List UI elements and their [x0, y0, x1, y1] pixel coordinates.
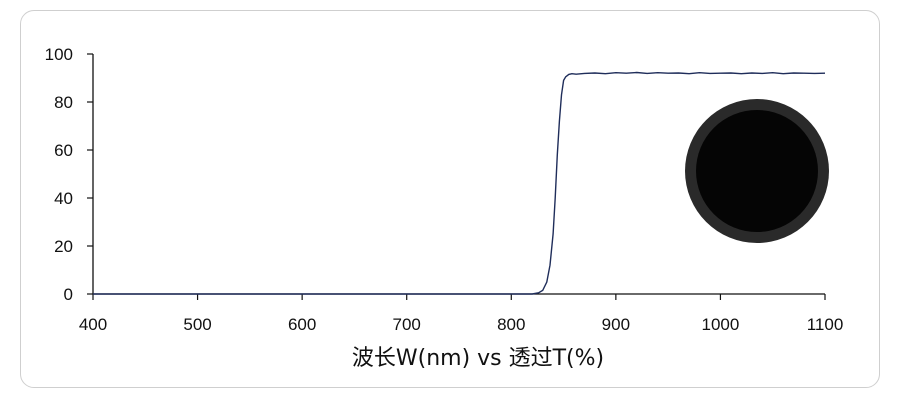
transmission-line: [93, 71, 826, 295]
y-tick-label: 60: [54, 141, 73, 160]
x-tick-label: 1100: [807, 315, 844, 334]
x-tick-label: 1000: [702, 315, 740, 334]
y-tick-label: 80: [54, 93, 73, 112]
y-ticks: 0 20 40 60 80 100: [45, 45, 93, 304]
y-tick-label: 20: [54, 237, 73, 256]
x-tick-label: 600: [288, 315, 316, 334]
lens-glass: [696, 110, 818, 232]
x-tick-label: 900: [602, 315, 630, 334]
y-tick-label: 40: [54, 189, 73, 208]
x-tick-label: 700: [393, 315, 421, 334]
x-tick-label: 500: [183, 315, 211, 334]
x-tick-label: 400: [79, 315, 107, 334]
x-axis-title: 波长W(nm) vs 透过T(%): [352, 346, 604, 371]
x-ticks: 400 500 600 700 800 900 1000 1100: [79, 294, 843, 334]
filter-lens-icon: [685, 99, 829, 243]
y-tick-label: 0: [64, 285, 73, 304]
y-tick-label: 100: [45, 45, 73, 64]
x-tick-label: 800: [497, 315, 525, 334]
